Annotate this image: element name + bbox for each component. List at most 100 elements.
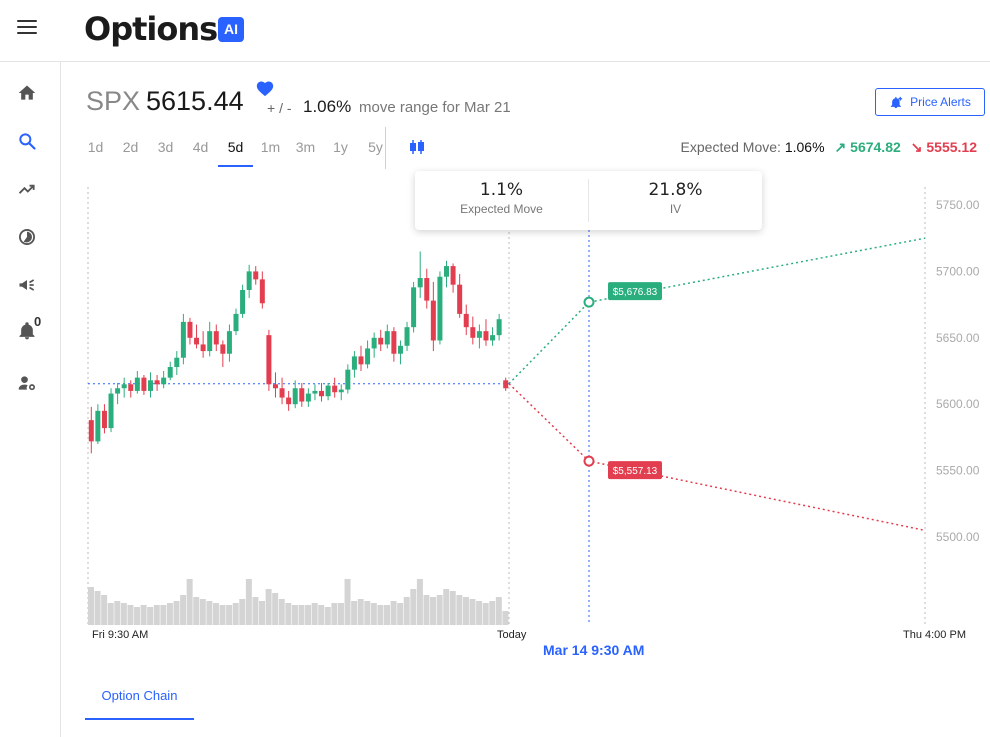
volume-bar [462, 597, 469, 625]
bell-plus-icon [891, 96, 903, 108]
candle-body [187, 321, 193, 338]
period-3m[interactable]: 3m [295, 139, 316, 155]
volume-bar [153, 605, 160, 625]
em-card-move-label: Expected Move [460, 202, 543, 216]
candle-body [351, 356, 357, 370]
volume-bar [397, 603, 404, 625]
volume-bar [456, 595, 463, 625]
x-label-today: Today [497, 629, 527, 641]
period-1m[interactable]: 1m [260, 139, 281, 155]
em-card-iv-value: 21.8% [648, 180, 703, 200]
candle-body [463, 313, 469, 328]
candle-body [213, 331, 219, 345]
candle-body [88, 420, 94, 442]
period-3d[interactable]: 3d [157, 139, 174, 155]
hamburger-menu-icon[interactable] [17, 20, 37, 40]
volume-bar [436, 595, 443, 625]
candle-body [233, 313, 239, 332]
notification-count: 0 [34, 314, 42, 329]
candle-body [115, 388, 121, 394]
y-tick-label: 5700.00 [936, 264, 980, 278]
volume-bar [265, 589, 272, 625]
candle-body [286, 397, 292, 405]
volume-bar [259, 601, 266, 625]
move-range-text: move range for Mar 21 [359, 99, 511, 116]
candle-body [200, 344, 206, 352]
volume-bar [364, 601, 371, 625]
expected-move-up: 5674.82 [850, 139, 901, 155]
candle-body [259, 279, 265, 304]
pie-chart-icon[interactable] [16, 226, 38, 248]
candlestick-toggle-icon[interactable] [408, 139, 426, 155]
volume-bar [324, 607, 331, 625]
volume-bar [180, 595, 187, 625]
home-icon[interactable] [16, 82, 38, 104]
volume-bar [278, 599, 285, 625]
trending-icon[interactable] [16, 178, 38, 200]
volume-bar [410, 589, 417, 625]
volume-bar [449, 591, 456, 625]
bell-icon[interactable] [16, 320, 38, 342]
period-4d[interactable]: 4d [192, 139, 209, 155]
volume-bar [199, 599, 206, 625]
period-5d[interactable]: 5d [218, 135, 253, 167]
volume-bar [219, 605, 226, 625]
move-percent: 1.06% [303, 97, 352, 116]
candle-body [121, 384, 127, 389]
candle-body [305, 393, 311, 402]
megaphone-icon[interactable] [16, 274, 38, 296]
candle-body [332, 385, 338, 393]
em-card-move-value: 1.1% [479, 180, 524, 200]
volume-bar [239, 599, 246, 625]
candle-body [411, 287, 417, 328]
user-settings-icon[interactable] [16, 372, 38, 394]
search-icon[interactable] [16, 130, 38, 152]
candle-body [404, 327, 410, 346]
y-tick-label: 5750.00 [936, 198, 980, 212]
volume-bar [94, 591, 101, 625]
candle-body [95, 410, 101, 442]
arrow-down-right-icon: ↘ [910, 139, 923, 155]
candle-body [128, 384, 134, 391]
candle-body [194, 337, 200, 345]
period-2d[interactable]: 2d [122, 139, 139, 155]
upper-target-label: $5,676.83 [613, 287, 658, 298]
favorite-heart-icon[interactable] [255, 79, 275, 97]
candle-body [391, 331, 397, 354]
candle-body [503, 380, 509, 389]
volume-bar [160, 605, 167, 625]
lower-target-label-background [608, 461, 662, 480]
candle-body [476, 331, 482, 338]
volume-bar [357, 599, 364, 625]
candle-body [424, 278, 430, 301]
plus-minus-label: + / - [267, 100, 292, 116]
expected-move-down: 5555.12 [926, 139, 977, 155]
sidebar: 0 [0, 62, 61, 737]
volume-bar [212, 603, 219, 625]
volume-bar [186, 579, 193, 625]
volume-bar [370, 603, 377, 625]
app-logo[interactable]: Options [84, 10, 218, 48]
ai-badge[interactable]: AI [218, 17, 244, 42]
candle-body [253, 271, 259, 280]
lower-target-marker [583, 455, 595, 467]
candle-body [490, 335, 496, 341]
price-alerts-button[interactable]: Price Alerts [875, 88, 985, 116]
candle-body [292, 388, 298, 405]
volume-bar [252, 597, 259, 625]
period-1y[interactable]: 1y [333, 139, 348, 155]
expected-move-summary: Expected Move: 1.06% ↗ 5674.82 ↘ 5555.12 [681, 139, 977, 156]
volume-bar [403, 597, 410, 625]
volume-bar [502, 611, 509, 625]
period-5y[interactable]: 5y [368, 139, 383, 155]
lower-target-label: $5,557.13 [613, 466, 658, 477]
candle-body [338, 389, 344, 393]
volume-bar [101, 595, 108, 625]
volume-bar [134, 607, 141, 625]
period-1d[interactable]: 1d [87, 139, 104, 155]
volume-bar [114, 601, 121, 625]
candle-body [101, 410, 107, 429]
volume-bar [331, 603, 338, 625]
tab-option-chain[interactable]: Option Chain [85, 676, 194, 720]
x-label-end: Thu 4:00 PM [903, 629, 966, 641]
